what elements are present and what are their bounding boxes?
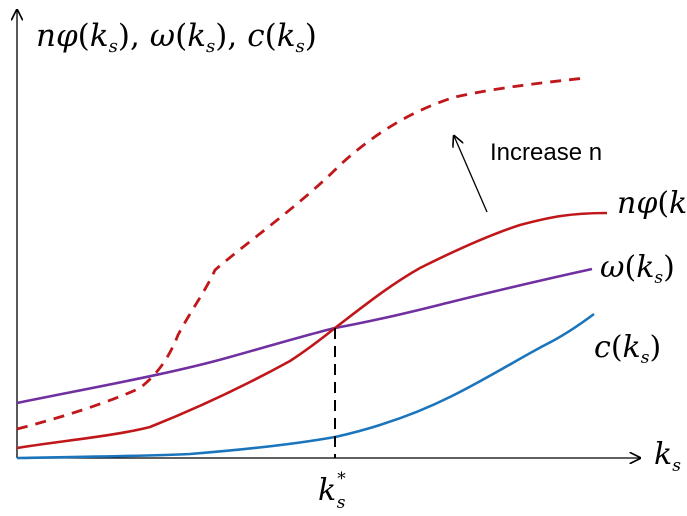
k-star-label: k* s — [318, 469, 346, 513]
increase-n-label: Increase n — [490, 139, 602, 166]
y-label-nphi-name: nφ — [36, 18, 78, 54]
y-label-sub-1: s — [109, 36, 118, 57]
label-omega: ω(ks) — [600, 250, 675, 288]
curve-n-phi-increased — [16, 76, 586, 431]
label-c: c(ks) — [594, 330, 661, 368]
y-label-arg-2: k — [187, 18, 206, 54]
y-label-omega-name: ω — [150, 18, 175, 54]
label-n-phi: nφ(ks) — [617, 186, 687, 224]
y-label-c-name: c — [247, 18, 264, 54]
curve-c — [16, 312, 595, 460]
increase-n-arrow — [454, 136, 488, 213]
y-label-arg-3: k — [277, 18, 296, 54]
x-axis-label: ks — [654, 437, 681, 476]
y-label-sub-2: s — [206, 36, 215, 57]
curve-omega — [16, 267, 593, 405]
y-label-sep-1: , — [130, 18, 140, 54]
y-label-sub-3: s — [295, 36, 304, 57]
y-axis-label: nφ(ks), ω(ks), c(ks) — [36, 18, 317, 57]
y-label-arg-1: k — [90, 18, 109, 54]
curve-n-phi — [16, 211, 608, 450]
y-label-sep-2: , — [227, 18, 237, 54]
